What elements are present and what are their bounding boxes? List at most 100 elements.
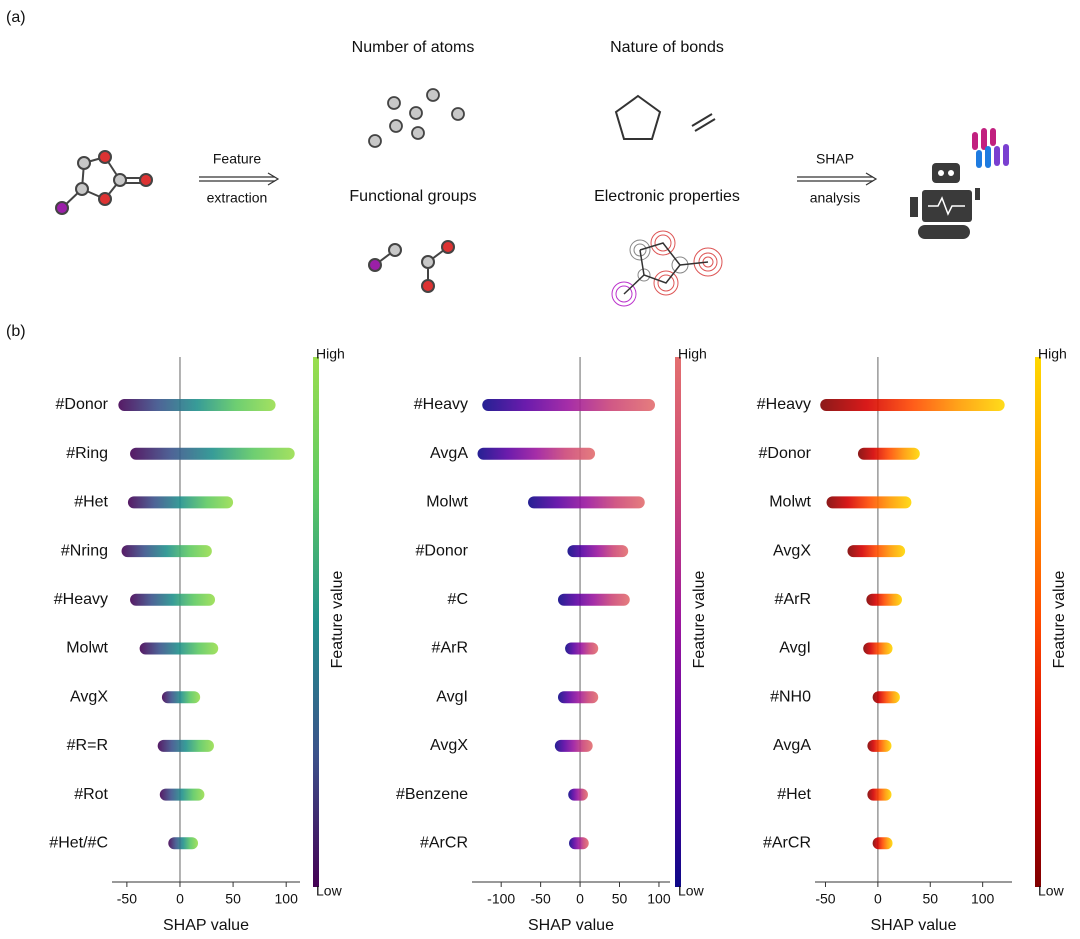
feature-label: #Heavy [757,396,811,413]
feature-label: #Ring [66,445,108,462]
feature-label: #Donor [416,542,469,559]
bonds-icon [614,94,716,140]
feature-label: #Donor [759,445,812,462]
x-tick-label: 50 [225,891,241,907]
feature-label: #Het/#C [49,835,108,852]
swarm [127,496,234,509]
swarm [867,739,892,752]
group-title: Number of atoms [352,39,475,56]
x-axis-label: SHAP value [528,917,614,934]
x-tick-label: -100 [487,891,515,907]
arrow-label: analysis [810,190,861,206]
x-axis-label: SHAP value [871,917,957,934]
swarm [159,788,205,801]
swarm [130,593,216,606]
group-title: Functional groups [349,188,476,205]
feature-label: #ArCR [420,835,468,852]
colorbar [675,357,681,887]
swarm [857,447,920,460]
feature-label: AvgI [779,640,811,657]
x-tick-label: -50 [531,891,551,907]
swarm [168,837,199,850]
feature-label: AvgI [436,688,468,705]
x-tick-label: -50 [815,891,835,907]
swarm [826,496,912,509]
swarm [482,399,656,411]
swarm [866,593,902,606]
feature-label: #Het [74,494,108,511]
swarm [557,593,630,606]
swarm [161,691,201,704]
swarm [567,545,629,558]
feature-label: #Donor [56,396,109,413]
feature-label: #ArR [775,591,811,608]
colorbar [1035,357,1041,887]
arrow-label: Feature [213,151,261,167]
x-tick-label: 0 [576,891,584,907]
electronic-icon [611,230,723,307]
feature-label: AvgX [430,737,468,754]
swarm [477,447,596,460]
swarm [130,447,295,460]
swarm [569,837,589,850]
arrow [199,172,878,186]
feature-label: AvgX [773,542,811,559]
swarm [568,788,588,801]
colorbar-label: Feature value [691,570,708,668]
feature-label: AvgA [773,737,811,754]
feature-label: #Het [777,786,811,803]
colorbar-low: Low [678,883,705,899]
feature-label: #C [448,591,468,608]
swarm [557,691,599,704]
x-tick-label: 100 [647,891,671,907]
colorbar-high: High [316,346,345,362]
atoms-icon [368,88,465,148]
feature-label: #Heavy [414,396,468,413]
x-axis-label: SHAP value [163,917,249,934]
groups-icon [368,240,455,293]
x-tick-label: -50 [117,891,137,907]
swarm [863,642,893,655]
feature-label: #ArR [432,640,468,657]
x-tick-label: 50 [612,891,628,907]
swarm [847,545,906,558]
x-tick-label: 100 [275,891,299,907]
feature-label: AvgX [70,688,108,705]
feature-label: #Rot [74,786,108,803]
swarm [118,399,276,411]
feature-label: Molwt [66,640,108,657]
panel-label: (a) [6,9,26,26]
x-tick-label: 100 [971,891,995,907]
feature-label: #NH0 [770,688,811,705]
feature-label: #Benzene [396,786,468,803]
colorbar [313,357,319,887]
panel-label: (b) [6,323,26,340]
molecule [55,150,153,215]
swarm [554,739,593,752]
feature-label: Molwt [769,494,811,511]
swarm [121,545,212,558]
x-tick-label: 50 [922,891,938,907]
feature-label: #R=R [67,737,108,754]
x-tick-label: 0 [874,891,882,907]
feature-label: Molwt [426,494,468,511]
x-tick-label: 0 [176,891,184,907]
feature-label: AvgA [430,445,468,462]
swarm [565,642,599,655]
robot-icon [910,128,1009,239]
swarm [528,496,645,509]
swarm [157,739,214,752]
swarm [820,399,1005,411]
swarm [872,691,900,704]
group-title: Electronic properties [594,188,740,205]
colorbar-high: High [678,346,707,362]
arrow-label: extraction [207,190,268,206]
feature-label: #ArCR [763,835,811,852]
colorbar-low: Low [1038,883,1065,899]
arrow-label: SHAP [816,151,854,167]
colorbar-low: Low [316,883,343,899]
colorbar-label: Feature value [1051,570,1068,668]
swarm [867,788,892,801]
swarm [872,837,893,850]
